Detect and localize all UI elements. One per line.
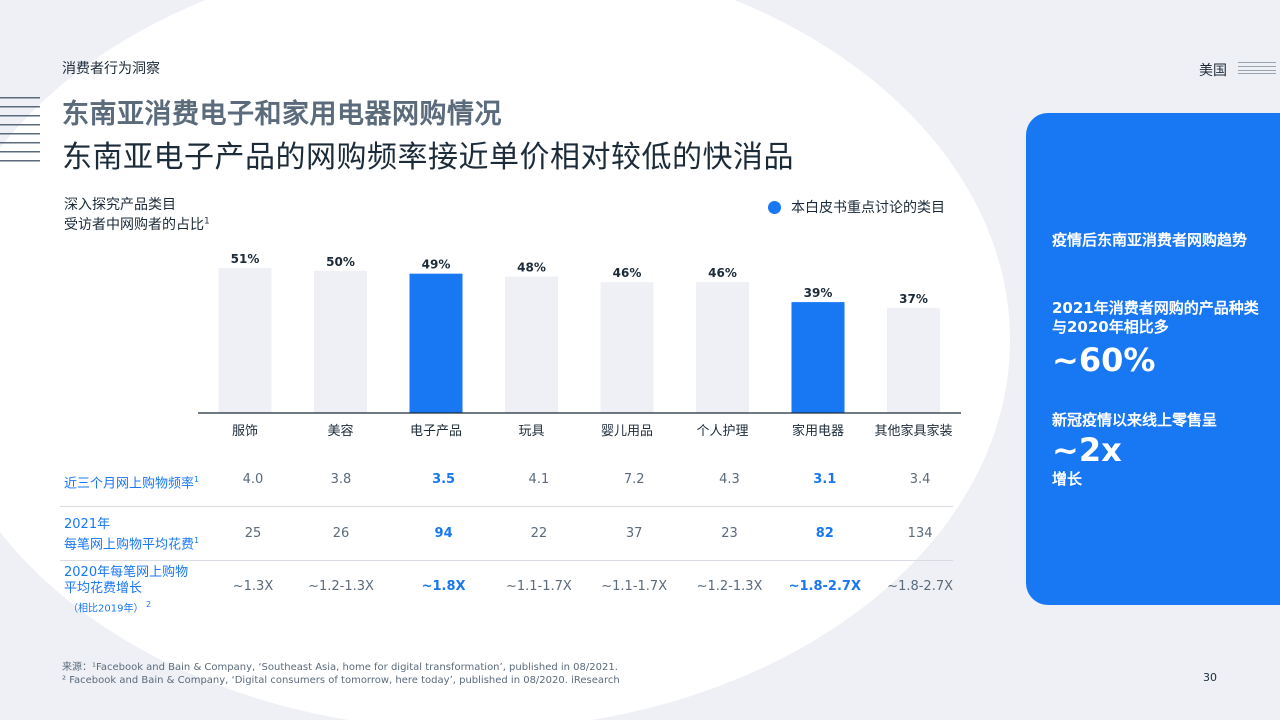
section-label: 消费者行为洞察	[62, 61, 160, 77]
panel-heading: 疫情后东南亚消费者网购趋势	[1052, 231, 1248, 249]
panel-stat2-label: 新冠疫情以来线上零售呈	[1052, 411, 1218, 429]
legend-label: 本白皮书重点讨论的类目	[791, 200, 945, 216]
bar-value-label-4: 46%	[613, 266, 642, 280]
category-label-2: 电子产品	[410, 424, 462, 439]
bar-2	[409, 273, 463, 413]
footnote-1: 来源：¹Facebook and Bain & Company, ‘Southe…	[62, 662, 618, 673]
category-label-4: 婴儿用品	[601, 424, 653, 439]
bar-value-label-6: 39%	[804, 286, 833, 300]
bar-5	[696, 282, 749, 413]
panel-stat2-value: ~2x	[1052, 431, 1122, 469]
side-lines-icon	[0, 97, 40, 162]
bar-3	[505, 276, 558, 413]
page-subtitle: 东南亚电子产品的网购频率接近单价相对较低的快消品	[62, 140, 794, 175]
bar-1	[314, 270, 367, 413]
footnotes: 来源：¹Facebook and Bain & Company, ‘Southe…	[62, 661, 620, 687]
bar-7	[887, 307, 940, 413]
chart-subtitle-1: 深入探究产品类目	[64, 197, 176, 213]
bar-value-label-7: 37%	[899, 292, 928, 306]
panel-stat1-label: 2021年消费者网购的产品种类与2020年相比多	[1052, 299, 1259, 336]
bar-value-label-2: 49%	[422, 258, 451, 272]
bar-0	[218, 268, 272, 413]
panel-stat1-value: ~60%	[1052, 341, 1156, 379]
region-label: 美国	[1199, 63, 1227, 79]
panel-stat2-suffix: 增长	[1052, 470, 1083, 488]
bar-value-label-5: 46%	[708, 266, 737, 280]
insight-panel: 疫情后东南亚消费者网购趋势 2021年消费者网购的产品种类与2020年相比多 ~…	[1026, 113, 1280, 605]
chart-legend: 本白皮书重点讨论的类目	[768, 197, 945, 217]
bar-value-label-1: 50%	[326, 255, 355, 269]
bar-4	[600, 282, 654, 413]
page-title: 东南亚消费电子和家用电器网购情况	[62, 99, 502, 130]
bar-6	[791, 302, 845, 413]
horizontal-lines-icon	[1238, 62, 1276, 74]
category-label-6: 家用电器	[792, 423, 844, 439]
page-number: 30	[1203, 671, 1217, 684]
category-label-3: 玩具	[518, 424, 544, 439]
category-label-5: 个人护理	[696, 424, 748, 439]
category-label-1: 美容	[327, 423, 353, 439]
bar-value-label-3: 48%	[517, 261, 546, 275]
chart-subtitle-2: 受访者中网购者的占比1	[64, 216, 210, 233]
category-label-0: 服饰	[232, 424, 258, 439]
footnote-2: ² Facebook and Bain & Company, ‘Digital …	[62, 675, 620, 686]
legend-dot-icon	[768, 200, 781, 214]
category-label-7: 其他家具家装	[874, 423, 952, 439]
bar-value-label-0: 51%	[231, 252, 260, 266]
